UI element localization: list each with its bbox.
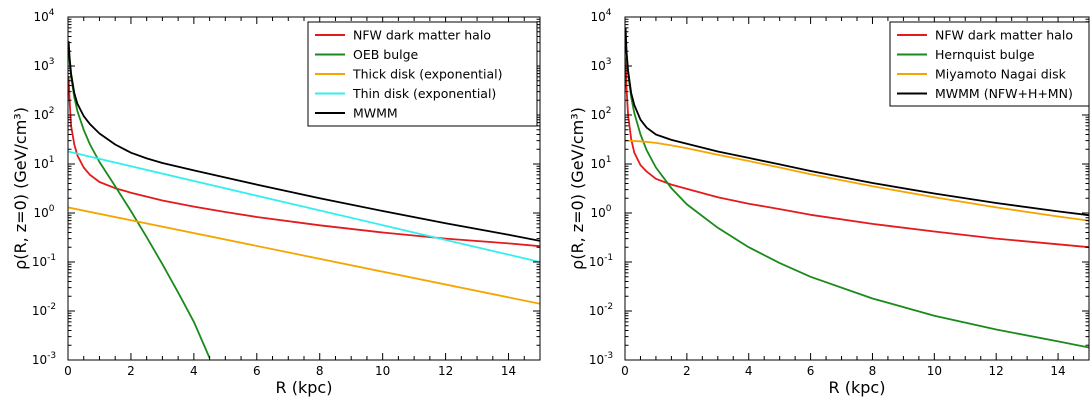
- series-line-1: [68, 46, 211, 359]
- y-tick-label: 10-3: [32, 351, 56, 367]
- legend-entry: MWMM (NFW+H+MN): [935, 86, 1073, 101]
- legend-entry: NFW dark matter halo: [935, 28, 1073, 43]
- y-tick-label: 10-3: [589, 351, 613, 367]
- series-line-0: [68, 76, 540, 248]
- y-tick-label: 103: [590, 57, 611, 73]
- series-group: [625, 27, 1089, 349]
- x-tick-label: 8: [316, 364, 324, 378]
- legend-entry: Thin disk (exponential): [352, 86, 496, 101]
- x-tick-label: 8: [869, 364, 877, 378]
- x-tick-label: 6: [807, 364, 815, 378]
- series-line-3: [68, 150, 540, 263]
- y-tick-label: 101: [590, 155, 611, 171]
- y-tick-label: 101: [33, 155, 54, 171]
- legend: NFW dark matter halo Hernquist bulge Miyam…: [889, 21, 1090, 107]
- y-ticks: 10-3 10-2 10-1 100 101 102 103 104: [32, 8, 540, 367]
- x-tick-label: 14: [501, 364, 516, 378]
- series-line-4: [68, 41, 540, 242]
- x-tick-label: 14: [1050, 364, 1065, 378]
- x-tick-label: 0: [621, 364, 629, 378]
- y-tick-label: 10-1: [589, 253, 613, 269]
- legend-entry: OEB bulge: [353, 47, 419, 62]
- y-tick-label: 104: [590, 8, 611, 24]
- x-tick-label: 2: [127, 364, 135, 378]
- y-axis-label: ρ(R, z=0) (GeV/cm³): [11, 107, 30, 270]
- x-tick-label: 12: [989, 364, 1004, 378]
- x-ticks: 0 2 4 6 8 10 12 14: [64, 17, 541, 378]
- y-tick-label: 10-2: [32, 302, 56, 318]
- y-tick-label: 10-1: [32, 253, 56, 269]
- x-tick-label: 12: [438, 364, 453, 378]
- right-chart: 0 2 4 6 8 10 12 14 10-3 10-2 10-1 100 101 102 103 104 R …: [568, 8, 1090, 397]
- legend-entry: Miyamoto Nagai disk: [935, 67, 1067, 82]
- left-chart: 0 2 4 6 8 10 12 14 10-3 10-2 10-1 100 101 102 103 104 R …: [11, 8, 541, 397]
- y-tick-label: 103: [33, 57, 54, 73]
- x-axis-label: R (kpc): [829, 378, 886, 397]
- x-tick-label: 4: [745, 364, 753, 378]
- x-axis-label: R (kpc): [276, 378, 333, 397]
- series-line-2: [625, 139, 1089, 222]
- y-axis-label: ρ(R, z=0) (GeV/cm³): [568, 107, 587, 270]
- y-tick-label: 104: [33, 8, 54, 24]
- series-line-1: [625, 33, 1089, 349]
- legend-entry: Hernquist bulge: [935, 47, 1035, 62]
- x-tick-label: 6: [253, 364, 261, 378]
- legend-entry: MWMM: [353, 106, 398, 121]
- y-tick-label: 100: [590, 204, 611, 220]
- legend-box: [307, 21, 538, 127]
- y-tick-label: 102: [33, 106, 54, 122]
- x-tick-label: 2: [683, 364, 691, 378]
- x-tick-label: 0: [64, 364, 72, 378]
- x-tick-label: 4: [190, 364, 198, 378]
- legend-entry: NFW dark matter halo: [353, 28, 491, 43]
- x-ticks: 0 2 4 6 8 10 12 14: [621, 17, 1090, 378]
- series-line-2: [68, 206, 540, 305]
- series-group: [68, 41, 540, 359]
- x-tick-label: 10: [375, 364, 390, 378]
- x-tick-label: 10: [927, 364, 942, 378]
- series-line-3: [625, 27, 1089, 217]
- y-tick-label: 100: [33, 204, 54, 220]
- y-tick-label: 102: [590, 106, 611, 122]
- legend: NFW dark matter halo OEB bulge Thick disk …: [307, 21, 538, 127]
- y-tick-label: 10-2: [589, 302, 613, 318]
- series-line-0: [625, 57, 1089, 249]
- legend-entry: Thick disk (exponential): [352, 67, 503, 82]
